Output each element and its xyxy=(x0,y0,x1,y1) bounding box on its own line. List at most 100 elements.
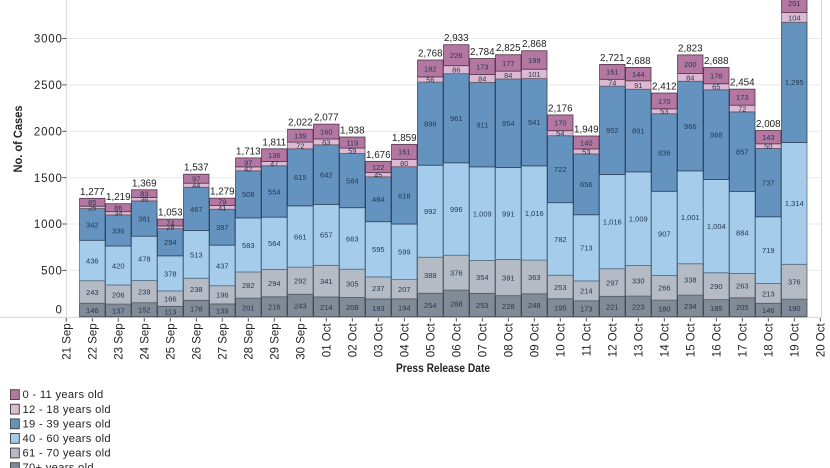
svg-text:11 Oct: 11 Oct xyxy=(582,323,594,357)
svg-text:992: 992 xyxy=(424,207,437,216)
svg-text:104: 104 xyxy=(788,13,801,22)
svg-text:2000: 2000 xyxy=(34,127,63,139)
svg-text:0: 0 xyxy=(55,304,62,316)
svg-text:2,008: 2,008 xyxy=(756,119,781,130)
svg-text:508: 508 xyxy=(242,190,255,199)
svg-text:891: 891 xyxy=(632,126,645,135)
svg-text:884: 884 xyxy=(736,228,749,237)
svg-text:554: 554 xyxy=(268,187,281,196)
svg-text:564: 564 xyxy=(268,239,281,248)
svg-text:239: 239 xyxy=(138,288,151,297)
svg-text:122: 122 xyxy=(372,163,385,172)
svg-text:330: 330 xyxy=(632,277,645,286)
svg-text:661: 661 xyxy=(294,232,307,241)
svg-text:226: 226 xyxy=(450,51,463,60)
svg-text:941: 941 xyxy=(528,118,541,127)
svg-text:1,811: 1,811 xyxy=(262,137,286,148)
svg-text:146: 146 xyxy=(86,306,99,315)
svg-text:17 Oct: 17 Oct xyxy=(738,323,750,358)
svg-text:954: 954 xyxy=(502,119,515,128)
svg-text:1,859: 1,859 xyxy=(392,133,417,144)
svg-text:436: 436 xyxy=(86,256,99,265)
svg-text:243: 243 xyxy=(86,288,99,297)
svg-text:996: 996 xyxy=(450,205,463,214)
svg-text:47: 47 xyxy=(270,159,278,168)
svg-text:1,009: 1,009 xyxy=(473,210,492,219)
svg-text:137: 137 xyxy=(112,306,125,315)
svg-text:208: 208 xyxy=(346,303,359,312)
svg-text:467: 467 xyxy=(190,205,203,214)
svg-text:966: 966 xyxy=(684,122,697,131)
svg-text:97: 97 xyxy=(192,175,200,184)
svg-text:08 Oct: 08 Oct xyxy=(504,323,516,358)
svg-text:201: 201 xyxy=(788,0,801,8)
svg-text:1,938: 1,938 xyxy=(340,126,365,137)
svg-text:45: 45 xyxy=(374,171,382,180)
svg-text:387: 387 xyxy=(216,223,229,232)
svg-text:194: 194 xyxy=(398,304,411,313)
svg-text:478: 478 xyxy=(138,254,151,263)
svg-text:737: 737 xyxy=(762,179,775,188)
svg-text:253: 253 xyxy=(476,301,489,310)
svg-text:237: 237 xyxy=(372,284,385,293)
svg-text:221: 221 xyxy=(606,302,619,311)
svg-text:72: 72 xyxy=(738,104,746,113)
svg-text:10 Oct: 10 Oct xyxy=(556,323,568,358)
svg-text:2,825: 2,825 xyxy=(496,43,521,54)
svg-text:27 Sep: 27 Sep xyxy=(218,323,230,359)
svg-text:2,768: 2,768 xyxy=(418,49,443,60)
svg-text:896: 896 xyxy=(424,120,437,129)
svg-text:214: 214 xyxy=(320,303,333,312)
svg-text:1,219: 1,219 xyxy=(106,192,131,203)
svg-text:719: 719 xyxy=(762,246,775,255)
svg-text:1,053: 1,053 xyxy=(158,208,183,219)
svg-text:54: 54 xyxy=(556,129,564,138)
svg-text:341: 341 xyxy=(320,277,333,286)
svg-text:2,688: 2,688 xyxy=(626,56,651,67)
svg-text:53: 53 xyxy=(582,147,590,156)
svg-text:513: 513 xyxy=(190,250,203,259)
svg-text:86: 86 xyxy=(452,66,460,75)
svg-text:44: 44 xyxy=(192,181,200,190)
svg-text:136: 136 xyxy=(268,151,281,160)
svg-text:85: 85 xyxy=(88,198,96,207)
svg-text:2,933: 2,933 xyxy=(444,33,469,44)
svg-text:376: 376 xyxy=(788,278,801,287)
svg-text:86: 86 xyxy=(114,204,122,213)
svg-text:583: 583 xyxy=(242,241,255,250)
svg-text:185: 185 xyxy=(710,304,723,313)
svg-text:1,009: 1,009 xyxy=(629,215,648,224)
svg-text:02 Oct: 02 Oct xyxy=(348,323,360,358)
svg-text:857: 857 xyxy=(736,148,749,157)
svg-text:84: 84 xyxy=(478,74,486,83)
svg-text:782: 782 xyxy=(554,235,567,244)
svg-text:200: 200 xyxy=(684,60,697,69)
svg-text:119: 119 xyxy=(346,138,358,147)
svg-text:391: 391 xyxy=(502,273,515,282)
svg-text:2,412: 2,412 xyxy=(652,82,677,93)
svg-text:1,001: 1,001 xyxy=(681,213,700,222)
svg-text:500: 500 xyxy=(41,266,63,278)
svg-text:19 Oct: 19 Oct xyxy=(790,323,802,358)
svg-text:34: 34 xyxy=(114,209,122,218)
svg-text:1500: 1500 xyxy=(34,173,63,185)
svg-text:248: 248 xyxy=(528,301,541,310)
svg-text:59: 59 xyxy=(348,147,356,156)
svg-text:173: 173 xyxy=(736,93,749,102)
svg-text:207: 207 xyxy=(398,285,411,294)
svg-text:74: 74 xyxy=(608,79,616,88)
svg-text:36: 36 xyxy=(140,195,148,204)
svg-text:253: 253 xyxy=(554,283,567,292)
svg-text:722: 722 xyxy=(554,165,567,174)
svg-text:06 Oct: 06 Oct xyxy=(452,323,464,358)
svg-text:63: 63 xyxy=(322,138,330,147)
svg-text:713: 713 xyxy=(580,244,593,253)
svg-text:615: 615 xyxy=(294,173,307,182)
svg-text:152: 152 xyxy=(138,306,151,315)
svg-text:190: 190 xyxy=(788,304,801,313)
svg-text:199: 199 xyxy=(528,56,541,65)
svg-text:53: 53 xyxy=(660,107,668,116)
svg-text:13 Oct: 13 Oct xyxy=(634,323,646,358)
svg-text:80: 80 xyxy=(400,159,408,168)
svg-text:196: 196 xyxy=(216,291,229,300)
